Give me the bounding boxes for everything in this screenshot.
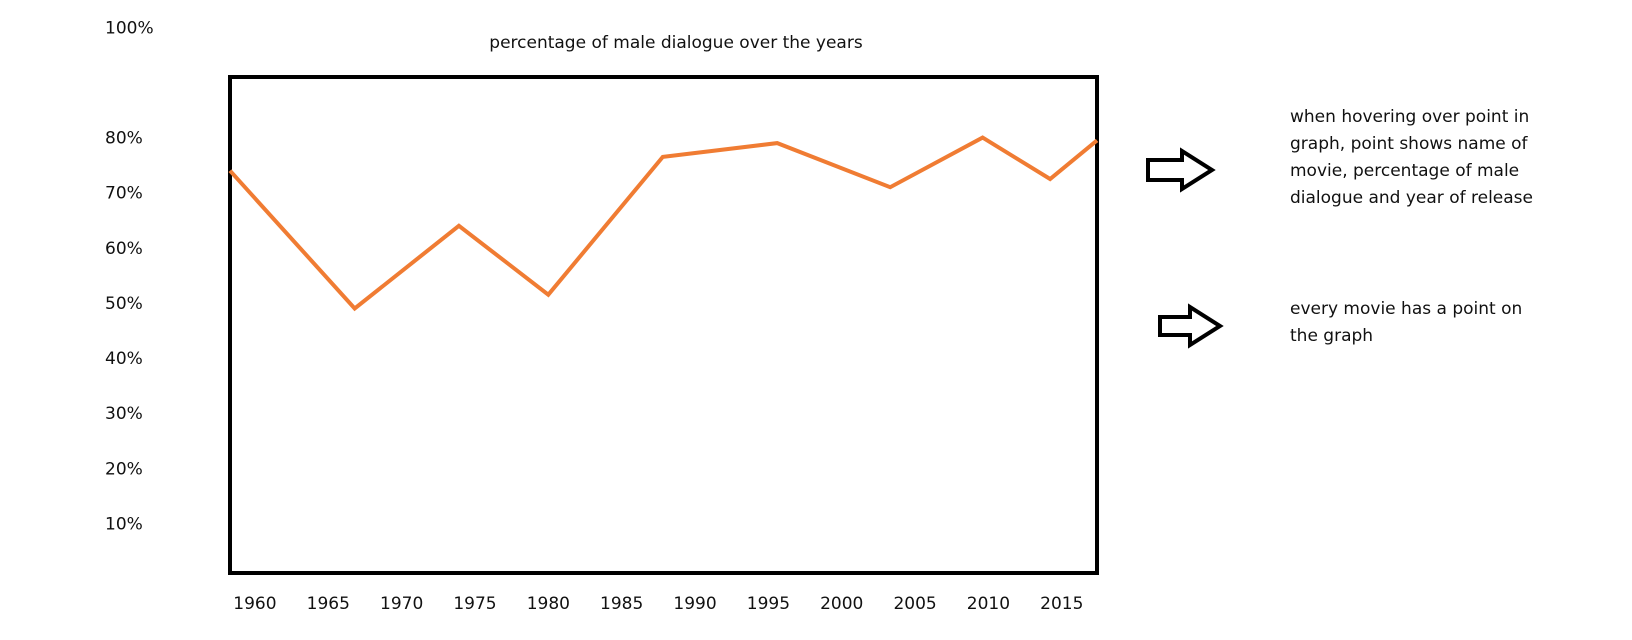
y-tick-label: 50% [105, 294, 143, 314]
data-point[interactable] [977, 132, 989, 144]
x-tick-label: 1970 [380, 594, 423, 614]
y-tick-label: 60% [105, 239, 143, 259]
x-tick-label: 2005 [893, 594, 936, 614]
x-tick-label: 1995 [747, 594, 790, 614]
y-tick-label: 80% [105, 129, 143, 149]
hover-behavior-note: when hovering over point in graph, point… [1290, 107, 1533, 208]
x-tick-label: 1980 [527, 594, 570, 614]
y-tick-label: 100% [105, 18, 154, 38]
data-point[interactable] [349, 303, 361, 315]
x-tick-label: 2010 [967, 594, 1010, 614]
y-tick-label: 20% [105, 459, 143, 479]
plot-area-frame [228, 75, 1099, 575]
x-tick-label: 2000 [820, 594, 863, 614]
x-tick-label: 1985 [600, 594, 643, 614]
x-tick-label: 1960 [233, 594, 276, 614]
chart-title: percentage of male dialogue over the yea… [489, 33, 863, 53]
data-point[interactable] [542, 289, 554, 301]
y-axis-ticks: 10% 20% 30% 40% 50% 60% 70% 80% 100% [105, 18, 154, 534]
y-tick-label: 30% [105, 404, 143, 424]
series-line [228, 135, 1099, 312]
data-point[interactable] [657, 151, 669, 163]
data-point[interactable] [1044, 173, 1056, 185]
data-point[interactable] [224, 165, 236, 177]
y-tick-label: 40% [105, 349, 143, 369]
right-arrow-icon [1146, 147, 1216, 193]
x-tick-label: 1975 [453, 594, 496, 614]
series-layer [224, 132, 1103, 315]
x-tick-label: 1965 [307, 594, 350, 614]
data-point[interactable] [771, 137, 783, 149]
x-axis-ticks: 1960 1965 1970 1975 1980 1985 1990 1995 2000 2005… [233, 594, 1083, 614]
y-tick-label: 70% [105, 184, 143, 204]
data-point[interactable] [453, 220, 465, 232]
x-tick-label: 1990 [673, 594, 716, 614]
y-tick-label: 10% [105, 514, 143, 534]
data-point[interactable] [1091, 134, 1103, 146]
x-tick-label: 2015 [1040, 594, 1083, 614]
every-movie-point-note: every movie has a point on the graph [1290, 299, 1523, 346]
right-arrow-icon [1158, 303, 1224, 349]
data-point[interactable] [884, 181, 896, 193]
